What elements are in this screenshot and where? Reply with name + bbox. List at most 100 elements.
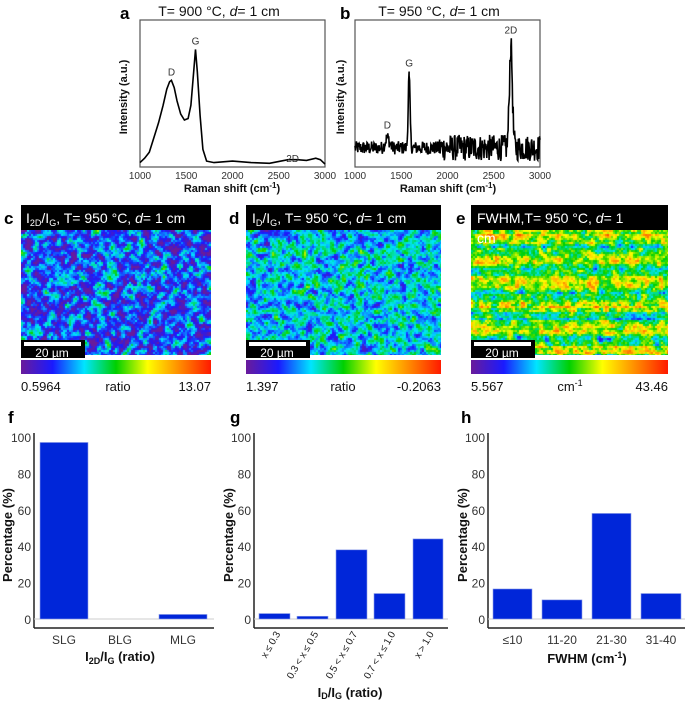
panel-f: f 0 20 40 60 80 100 SLG BLG MLG Percentage (%) I…	[0, 408, 214, 666]
bar-3	[373, 593, 406, 620]
y-axis-label-a: Intensity (a.u.)	[118, 59, 130, 134]
y-tick-label: 100	[11, 431, 31, 445]
bar-chart-h: 0 20 40 60 80 100 ≤10 11-20 21-30 31-40	[465, 431, 685, 647]
spectrum-line	[139, 49, 326, 165]
x-tick-label: 21-30	[596, 633, 627, 647]
x-tick-label: SLG	[52, 633, 76, 647]
bar-chart-f: 0 20 40 60 80 100 SLG BLG MLG	[11, 431, 214, 647]
spectrum-a: 1000 1500 2000 2500 3000 D G 2D	[129, 36, 337, 182]
x-tick-label: 0.7 < x ≤ 1.0	[362, 629, 398, 681]
y-axis-label-b: Intensity (a.u.)	[335, 59, 347, 134]
colorbar-unit-e: cm-1	[557, 378, 582, 394]
scale-bar-label-e: 20 µm	[485, 346, 519, 360]
x-tick-label: ≤10	[503, 633, 523, 647]
map-header-c	[21, 205, 211, 230]
x-axis-label-f: I2D/IG (ratio)	[85, 649, 155, 666]
x-axis-label-h: FWHM (cm-1)	[547, 650, 627, 666]
peak-label-2d: 2D	[504, 25, 517, 36]
y-tick-label: 0	[24, 613, 31, 627]
bar-2	[591, 513, 632, 620]
x-tick-label: 11-20	[547, 633, 577, 647]
x-tick-label: x ≤ 0.3	[259, 629, 283, 660]
panel-g: g 0 20 40 60 80 100 x ≤ 0.3 0.3 < x ≤ 0.5 0.5 < …	[221, 408, 448, 701]
peak-label-g: G	[192, 36, 200, 47]
raman-map-c	[21, 230, 211, 355]
bar-3	[640, 593, 682, 620]
y-axis-label-g: Percentage (%)	[221, 488, 236, 582]
y-tick-label: 60	[238, 504, 252, 518]
bar-0	[258, 613, 291, 620]
colorbar-min-d: 1.397	[246, 379, 279, 394]
x-tick-label: 1500	[175, 171, 198, 182]
x-tick-label: 2000	[221, 171, 244, 182]
y-tick-label: 80	[238, 467, 252, 481]
bar-4	[412, 538, 444, 620]
panel-a: a T= 900 °C, d= 1 cm 1000 1500 2000 2500 300…	[118, 3, 337, 195]
map-title-c: I2D/IG, T= 950 °C, d= 1 cm	[26, 210, 185, 228]
scale-bar-label-d: 20 µm	[260, 346, 294, 360]
colorbar-min-c: 0.5964	[21, 379, 61, 394]
panel-letter-a: a	[120, 4, 130, 23]
x-tick-label: 2000	[436, 171, 459, 182]
colorbar-max-e: 43.46	[635, 379, 668, 394]
panel-letter-h: h	[461, 408, 471, 427]
plot-frame-b	[354, 19, 541, 168]
colorbar-unit-c: ratio	[105, 379, 130, 394]
spectrum-line	[354, 38, 541, 164]
panel-letter-b: b	[340, 4, 350, 23]
panel-a-title: T= 900 °C, d= 1 cm	[158, 3, 280, 19]
raman-map-e	[471, 230, 668, 355]
colorbar-d	[246, 360, 441, 374]
x-tick-label: MLG	[170, 633, 196, 647]
scale-bar-c	[24, 342, 81, 346]
y-tick-label: 60	[472, 504, 486, 518]
colorbar-unit-d: ratio	[330, 379, 355, 394]
colorbar-max-c: 13.07	[178, 379, 211, 394]
colorbar-c	[21, 360, 211, 374]
y-tick-label: 80	[472, 467, 486, 481]
peak-label-2d: 2D	[286, 154, 299, 165]
scale-bar-label-c: 20 µm	[35, 346, 69, 360]
peak-label-d: D	[384, 120, 391, 131]
y-tick-label: 0	[244, 613, 251, 627]
raman-map-d	[246, 230, 441, 355]
y-tick-label: 20	[18, 577, 32, 591]
panel-b: b T= 950 °C, d= 1 cm 1000 1500 2000 2500 300…	[335, 3, 552, 195]
y-tick-label: 80	[18, 467, 32, 481]
x-tick-label: 2500	[268, 171, 291, 182]
x-tick-label: 3000	[529, 171, 552, 182]
y-tick-label: 40	[238, 540, 252, 554]
colorbar-min-e: 5.567	[471, 379, 504, 394]
x-tick-label: 0.3 < x ≤ 0.5	[285, 629, 321, 681]
x-tick-label: x > 1.0	[413, 629, 437, 660]
panel-h: h 0 20 40 60 80 100 ≤10 11-20 21-30 31-40 Percent…	[455, 408, 685, 666]
y-tick-label: 40	[18, 540, 32, 554]
bar-2	[158, 614, 208, 620]
y-tick-label: 0	[478, 613, 485, 627]
x-tick-label: 31-40	[646, 633, 677, 647]
x-tick-label: 3000	[314, 171, 337, 182]
panel-letter-d: d	[229, 209, 239, 228]
y-axis-label-h: Percentage (%)	[455, 488, 470, 582]
bar-2	[335, 549, 368, 620]
x-axis-label-g: ID/IG (ratio)	[318, 685, 383, 701]
x-tick-label: 1500	[390, 171, 413, 182]
y-tick-label: 60	[18, 504, 32, 518]
x-tick-label: 1000	[129, 171, 152, 182]
y-tick-label: 20	[238, 577, 252, 591]
bar-chart-g: 0 20 40 60 80 100 x ≤ 0.3 0.3 < x ≤ 0.5 0.5 < x …	[231, 431, 448, 681]
y-tick-label: 100	[231, 431, 251, 445]
peak-label-g: G	[405, 59, 413, 70]
map-title-e: FWHM,T= 950 °C, d= 1	[477, 210, 624, 226]
bar-0	[39, 442, 89, 620]
panel-e: e FWHM,T= 950 °C, d= 1 cm 20 µm 5.567 cm…	[456, 205, 668, 394]
bar-0	[492, 588, 533, 620]
y-axis-label-f: Percentage (%)	[0, 488, 15, 582]
panel-letter-f: f	[8, 408, 14, 427]
x-axis-label-a: Raman shift (cm-1)	[184, 181, 281, 195]
panel-d: d ID/IG, T= 950 °C, d= 1 cm 20 µm 1.397 …	[229, 205, 441, 394]
x-tick-label: 2500	[483, 171, 506, 182]
colorbar-e	[471, 360, 668, 374]
